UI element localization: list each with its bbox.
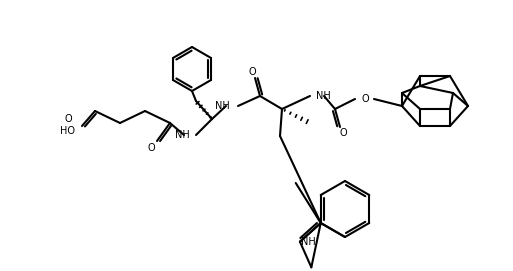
Text: O: O [248, 67, 256, 77]
Text: O: O [339, 128, 347, 138]
Text: O: O [64, 114, 72, 124]
Text: NH: NH [316, 91, 331, 101]
Text: NH: NH [215, 101, 230, 111]
Text: O: O [362, 94, 370, 104]
Text: O: O [147, 143, 155, 153]
Text: NH: NH [301, 237, 315, 247]
Text: HO: HO [60, 126, 75, 136]
Text: NH: NH [175, 130, 190, 140]
